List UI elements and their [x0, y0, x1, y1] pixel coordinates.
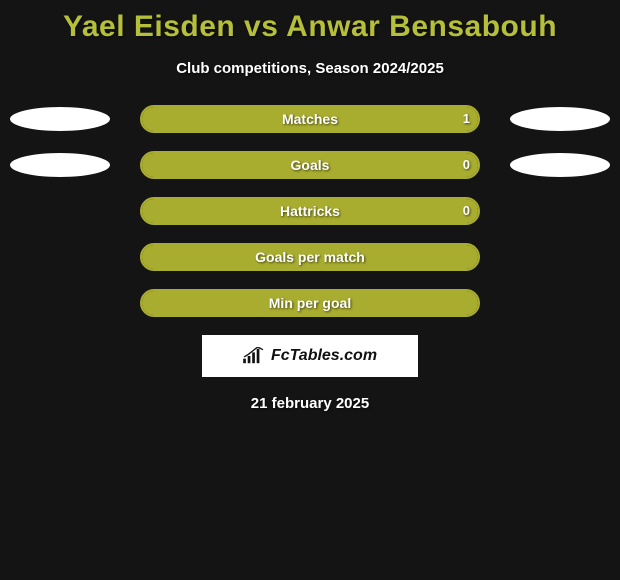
- stat-label: Matches: [140, 105, 480, 133]
- stat-value-right: 0: [463, 151, 470, 179]
- player-avatar-left: [10, 153, 110, 177]
- stat-label: Hattricks: [140, 197, 480, 225]
- date-text: 21 february 2025: [0, 395, 620, 412]
- stat-row: Goals0: [0, 151, 620, 179]
- stats-container: Matches1Goals0Hattricks0Goals per matchM…: [0, 105, 620, 317]
- player-avatar-right: [510, 153, 610, 177]
- stat-label: Goals per match: [140, 243, 480, 271]
- brand-text: FcTables.com: [271, 347, 377, 365]
- stat-label: Min per goal: [140, 289, 480, 317]
- subtitle: Club competitions, Season 2024/2025: [0, 60, 620, 77]
- player-avatar-right: [510, 107, 610, 131]
- stat-row: Matches1: [0, 105, 620, 133]
- stat-value-right: 0: [463, 197, 470, 225]
- player-avatar-left: [10, 107, 110, 131]
- stat-row: Goals per match: [0, 243, 620, 271]
- stat-label: Goals: [140, 151, 480, 179]
- stat-row: Hattricks0: [0, 197, 620, 225]
- brand-box[interactable]: FcTables.com: [202, 335, 418, 377]
- page-title: Yael Eisden vs Anwar Bensabouh: [0, 0, 620, 44]
- stat-row: Min per goal: [0, 289, 620, 317]
- stat-value-right: 1: [463, 105, 470, 133]
- brand-chart-icon: [243, 347, 265, 365]
